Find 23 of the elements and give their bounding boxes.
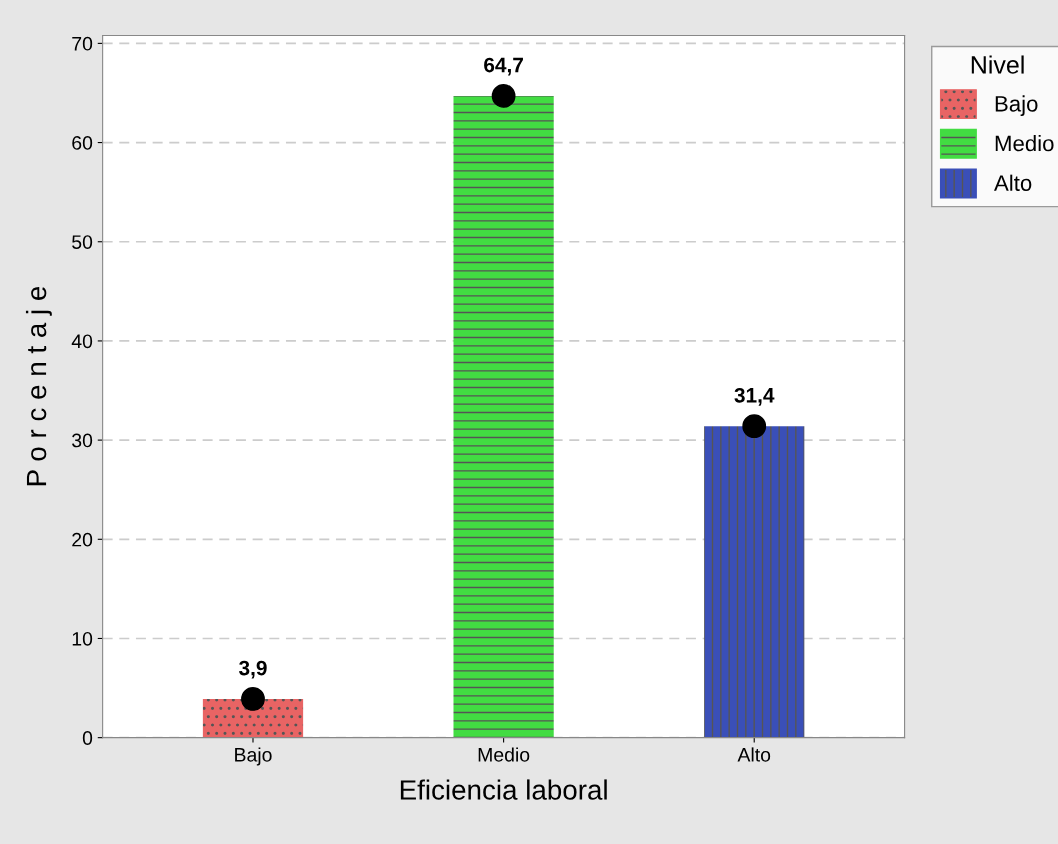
y-tick-label: 0 (82, 731, 93, 745)
y-tick-label: 20 (72, 532, 93, 547)
y-tick-label: 10 (72, 631, 93, 646)
y-tick-label: 70 (72, 36, 93, 51)
point (241, 687, 265, 711)
legend-label: Alto (994, 174, 1032, 191)
legend-label: Bajo (995, 95, 1038, 117)
x-tick-label: Medio (478, 747, 530, 762)
y-tick-label: 30 (72, 433, 93, 448)
data-label: 31,4 (734, 387, 775, 406)
x-tick-label: Alto (737, 747, 771, 762)
x-axis-title: Eficiencia laboral (400, 779, 607, 800)
legend-label: Medio (995, 134, 1054, 152)
y-tick-label: 50 (72, 235, 93, 249)
data-label: 64,7 (484, 57, 523, 76)
point (491, 84, 516, 108)
point (742, 414, 767, 439)
y-tick-label: 40 (71, 334, 93, 349)
legend-title: Nivel (971, 55, 1024, 74)
data-label: 3,9 (238, 660, 267, 679)
y-axis-title: P o r c e n t a j e (25, 286, 52, 486)
y-tick-label: 60 (72, 136, 93, 150)
x-tick-label: Bajo (235, 747, 272, 766)
